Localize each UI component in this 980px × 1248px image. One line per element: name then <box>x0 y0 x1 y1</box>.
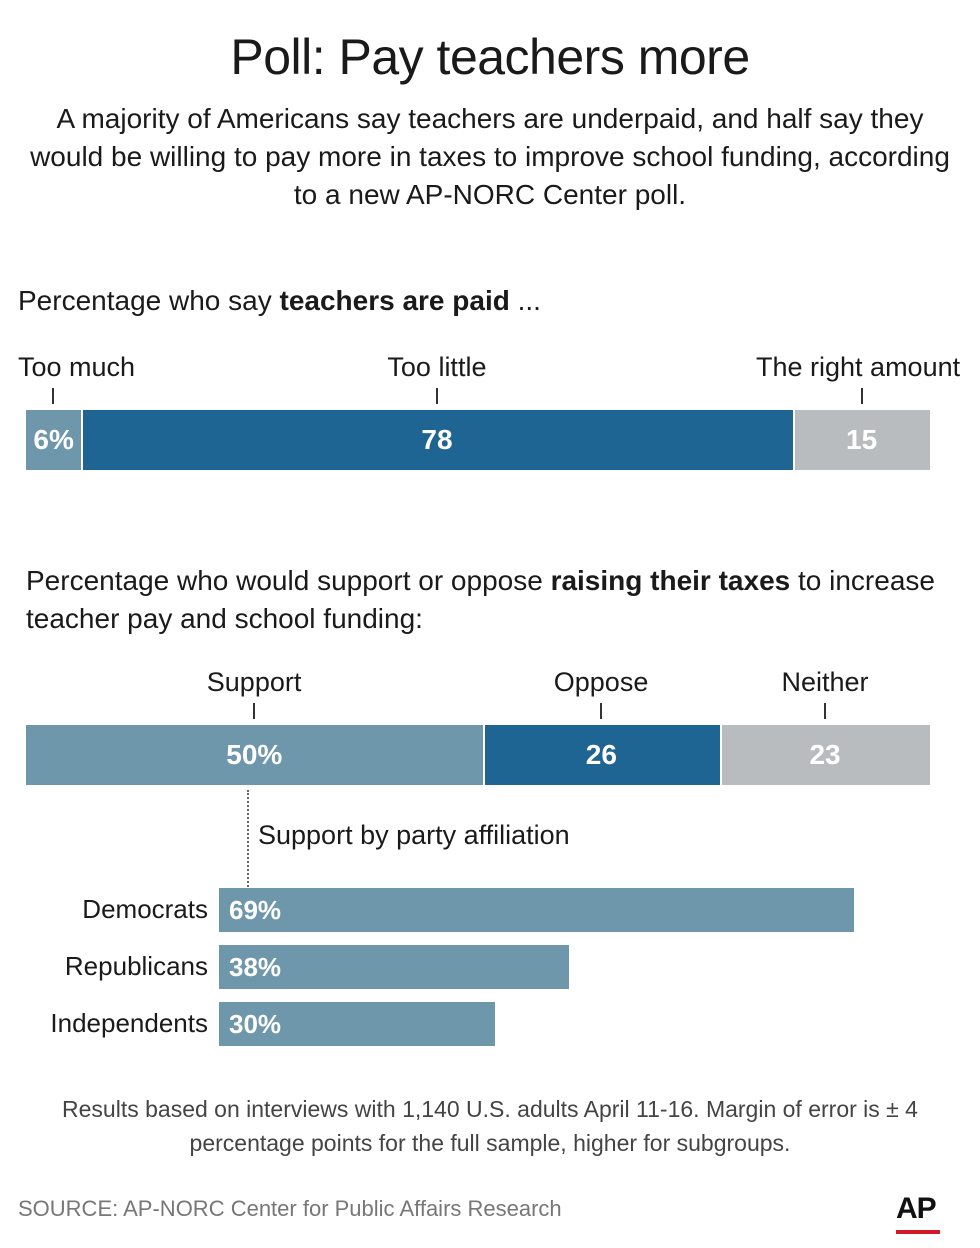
bar-segment-support <box>26 725 483 785</box>
source-credit: SOURCE: AP-NORC Center for Public Affair… <box>18 1196 562 1221</box>
tick-too-little <box>435 388 438 404</box>
bar-segment-neither <box>721 725 930 785</box>
support-connector <box>247 790 249 890</box>
ap-logo: AP <box>896 1192 937 1225</box>
value-label-too-much: 6% <box>33 424 74 455</box>
party-label-independents: Independents <box>50 1008 208 1038</box>
bar-segment-oppose <box>484 725 720 785</box>
value-label-oppose: 26 <box>585 739 617 770</box>
party-bar-republicans <box>219 945 569 989</box>
value-label-neither: 23 <box>809 739 841 770</box>
party-bar-democrats <box>219 888 854 932</box>
party-label-republicans: Republicans <box>64 951 208 981</box>
teachers-paid-question: Percentage who say teachers are paid ... <box>18 285 541 316</box>
party-value-republicans: 38% <box>229 952 282 982</box>
tick-too-much <box>52 388 55 404</box>
party-label-democrats: Democrats <box>82 894 208 924</box>
value-label-the-right-amount: 15 <box>846 424 878 455</box>
methodology-note: Results based on interviews with 1,140 U… <box>62 1096 918 1156</box>
category-label-the-right-amount: The right amount <box>756 352 961 382</box>
teachers-paid-bar: 6% 78 15 <box>26 410 930 470</box>
chart-subtitle: A majority of Americans say teachers are… <box>30 103 950 210</box>
party-chart-title: Support by party affiliation <box>258 820 570 850</box>
tick-the-right-amount <box>860 388 863 404</box>
party-support-chart: Democrats 69% Republicans 38% Independents 30… <box>0 888 980 1058</box>
tick-neither <box>823 703 826 719</box>
category-label-support: Support <box>206 667 302 697</box>
party-value-independents: 30% <box>229 1009 282 1039</box>
category-label-too-much: Too much <box>18 352 136 382</box>
raise-taxes-question: Percentage who would support or oppose r… <box>26 565 935 634</box>
bar-segment-too-much <box>26 410 81 470</box>
party-value-democrats: 69% <box>229 895 282 925</box>
chart-title: Poll: Pay teachers more <box>230 29 750 85</box>
ap-logo-underline <box>896 1230 940 1234</box>
category-label-too-little: Too little <box>387 352 487 382</box>
tick-oppose <box>600 703 603 719</box>
category-label-neither: Neither <box>781 667 869 697</box>
bar-segment-the-right-amount <box>795 410 930 470</box>
raise-taxes-bar: 50% 26 23 <box>26 725 930 785</box>
value-label-support: 50% <box>226 739 283 770</box>
bar-segment-too-little <box>82 410 794 470</box>
value-label-too-little: 78 <box>421 424 453 455</box>
tick-support <box>253 703 256 719</box>
category-label-oppose: Oppose <box>553 667 649 697</box>
party-bar-independents <box>219 1002 496 1046</box>
